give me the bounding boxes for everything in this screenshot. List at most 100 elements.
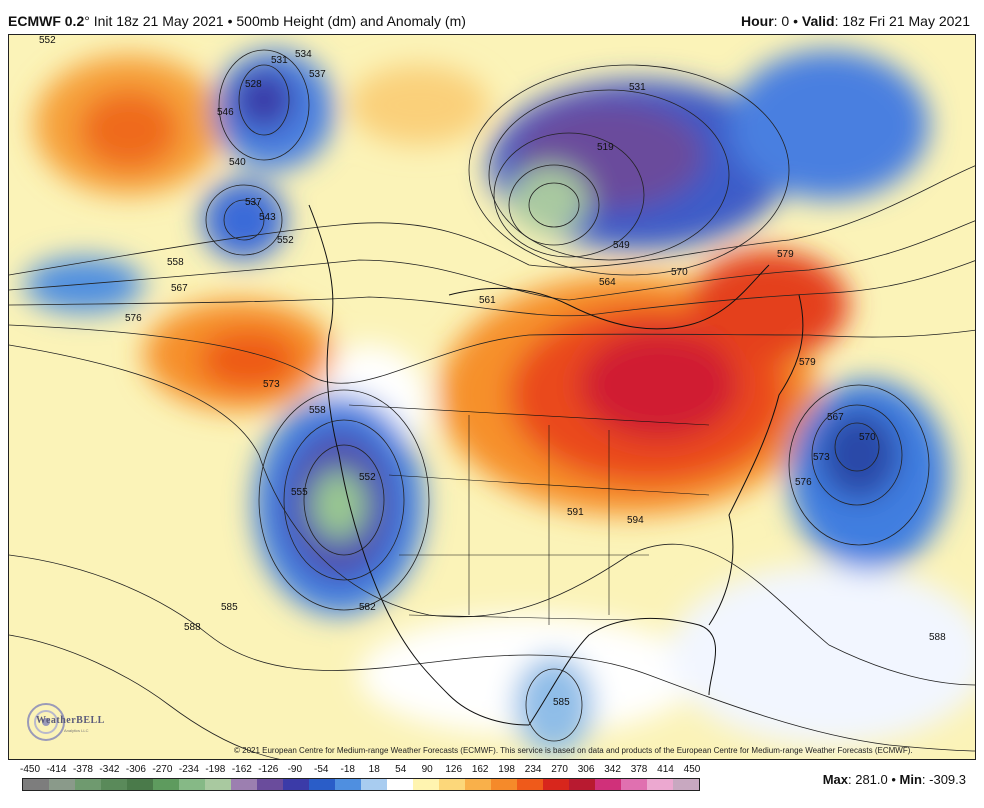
colorbar-swatch [127, 779, 153, 790]
contour-label: 552 [39, 35, 56, 46]
colorbar-tick-label: 162 [471, 764, 489, 775]
colorbar-tick-label: -306 [125, 764, 146, 775]
colorbar-swatch [49, 779, 75, 790]
colorbar-swatch [101, 779, 127, 790]
colorbar-tick-label: -270 [152, 764, 173, 775]
contour-label: 570 [671, 267, 688, 278]
height-contours [9, 49, 975, 759]
colorbar-tick-label: -90 [287, 764, 303, 775]
max-min-stats: Max: 281.0 • Min: -309.3 [823, 772, 966, 787]
degree-sign: ° [84, 13, 90, 29]
map-canvas: 552 558 567 576 573 558 555 552 582 585 … [9, 35, 975, 759]
contour-label: 543 [259, 212, 276, 223]
colorbar-swatch [205, 779, 231, 790]
colorbar-tick-label: 54 [395, 764, 407, 775]
contour-label: 567 [171, 283, 188, 294]
contour-label: 576 [125, 313, 142, 324]
contour-label: 552 [277, 235, 294, 246]
contour-value-labels: 552 558 567 576 573 558 555 552 582 585 … [39, 35, 946, 708]
colorbar-tick-label: -126 [258, 764, 279, 775]
valid-time: Hour: 0 • Valid: 18z Fri 21 May 2021 [741, 13, 970, 29]
colorbar-swatch [23, 779, 49, 790]
colorbar-tick-label: 450 [683, 764, 701, 775]
logo-swirl-icon [27, 703, 65, 741]
logo-wordmark: WeatherBELL [36, 715, 105, 726]
colorbar-tick-label: 342 [604, 764, 621, 775]
colorbar-tick-label: -234 [178, 764, 199, 775]
colorbar-tick-label: 270 [551, 764, 568, 775]
anomaly-map: 552 558 567 576 573 558 555 552 582 585 … [8, 34, 976, 760]
weatherbell-logo: WeatherBELL Analytics LLC [24, 700, 108, 744]
valid-value: : 18z Fri 21 May 2021 [834, 13, 970, 29]
copyright-notice: © 2021 European Centre for Medium-range … [234, 746, 913, 755]
contour-label: 588 [184, 622, 201, 633]
colorbar-tick-label: 198 [498, 764, 515, 775]
contour-label: 576 [795, 477, 812, 488]
max-label: Max [822, 772, 848, 787]
colorbar-tick-label: 90 [421, 764, 433, 775]
contour-label: 555 [291, 487, 308, 498]
contour-label: 537 [309, 69, 326, 80]
min-label: Min [899, 772, 922, 787]
valid-label: Valid [801, 13, 835, 29]
colorbar-swatch [283, 779, 309, 790]
colorbar-swatch [387, 779, 413, 790]
contour-label: 567 [827, 412, 844, 423]
colorbar [22, 778, 700, 791]
contour-label: 561 [479, 295, 496, 306]
model-name: ECMWF 0.2 [8, 13, 85, 29]
colorbar-swatch [257, 779, 283, 790]
colorbar-swatch [179, 779, 205, 790]
contour-label: 579 [799, 357, 816, 368]
contour-label: 519 [597, 142, 614, 153]
contour-label: 582 [359, 602, 376, 613]
contour-label: 573 [813, 452, 830, 463]
header: ECMWF 0.2° Init 18z 21 May 2021 • 500mb … [0, 0, 984, 34]
coastlines [308, 204, 804, 726]
colorbar-tick-label: 414 [657, 764, 674, 775]
colorbar-swatch [543, 779, 569, 790]
contour-label: 552 [359, 472, 376, 483]
contour-label: 570 [859, 432, 876, 443]
colorbar-tick-label: -54 [314, 764, 329, 775]
colorbar-tick-label: -342 [99, 764, 120, 775]
contour-label: 531 [271, 55, 288, 66]
colorbar-tick-label: 378 [630, 764, 648, 775]
contour-label: 585 [221, 602, 238, 613]
colorbar-swatch [361, 779, 387, 790]
colorbar-swatch [153, 779, 179, 790]
colorbar-swatch [465, 779, 491, 790]
colorbar-tick-label: -18 [340, 764, 355, 775]
colorbar-swatch [647, 779, 673, 790]
contour-label: 546 [217, 107, 234, 118]
colorbar-tick-label: -198 [205, 764, 226, 775]
colorbar-tick-label: 306 [577, 764, 595, 775]
contour-label: 540 [229, 157, 246, 168]
colorbar-tick-labels: -450 -414 -378 -342 -306 -270 -234 -198 -162 -126… [0, 764, 760, 778]
hour-value: : 0 • [773, 13, 802, 29]
contour-label: 537 [245, 197, 262, 208]
contour-label: 585 [553, 697, 570, 708]
init-description: Init 18z 21 May 2021 • 500mb Height (dm)… [89, 13, 466, 29]
logo-subtitle: Analytics LLC [64, 728, 89, 733]
colorbar-tick-label: 18 [368, 764, 380, 775]
contour-label: 579 [777, 249, 794, 260]
colorbar-tick-label: -450 [19, 764, 41, 775]
min-value: : -309.3 [921, 772, 966, 787]
colorbar-swatch [569, 779, 595, 790]
contour-label: 558 [167, 257, 184, 268]
contour-label: 591 [567, 507, 584, 518]
colorbar-swatch [413, 779, 439, 790]
colorbar-swatch [517, 779, 543, 790]
state-borders [348, 404, 710, 625]
contour-label: 588 [929, 632, 946, 643]
hour-label: Hour [740, 13, 774, 29]
colorbar-swatch [491, 779, 517, 790]
colorbar-swatch [75, 779, 101, 790]
colorbar-swatch [335, 779, 361, 790]
contour-label: 558 [309, 405, 326, 416]
contour-label: 531 [629, 82, 646, 93]
anomaly-fill [24, 50, 975, 755]
colorbar-swatch [673, 779, 699, 790]
colorbar-swatch [231, 779, 257, 790]
